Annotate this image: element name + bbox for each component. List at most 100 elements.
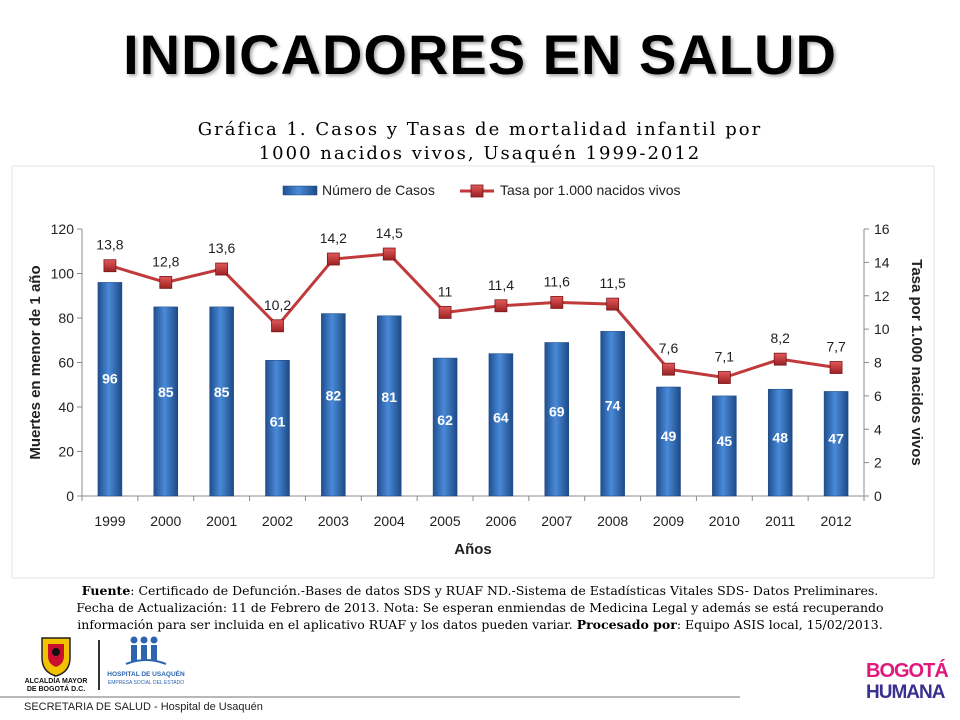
y2-tick-label: 16 bbox=[874, 221, 890, 237]
bar-2002 bbox=[265, 360, 290, 497]
bar-value-label: 69 bbox=[549, 404, 565, 420]
legend: Número de Casos Tasa por 1.000 nacidos vi… bbox=[282, 182, 681, 198]
logo-divider bbox=[98, 640, 100, 690]
rate-marker-1999 bbox=[103, 259, 117, 273]
y2-tick-label: 2 bbox=[874, 455, 882, 471]
x-tick-label: 2009 bbox=[653, 513, 684, 529]
note-line2: Fecha de Actualización: 11 de Febrero de… bbox=[76, 600, 884, 615]
rate-marker-2012 bbox=[829, 361, 843, 374]
rate-value-label: 13,8 bbox=[96, 237, 123, 253]
x-tick-label: 2007 bbox=[541, 513, 572, 529]
alcaldia-logo: ALCALDÍA MAYOR DE BOGOTÁ D.C. bbox=[25, 637, 88, 692]
bar-2001 bbox=[209, 306, 234, 497]
rate-marker-2003 bbox=[326, 252, 340, 266]
source-note: Fuente: Certificado de Defunción.-Bases … bbox=[20, 582, 940, 633]
rate-marker-2000 bbox=[159, 275, 173, 289]
bar-2003 bbox=[321, 313, 346, 497]
rate-value-label: 10,2 bbox=[264, 297, 291, 313]
rate-value-label: 11,6 bbox=[544, 273, 570, 289]
x-tick-label: 2011 bbox=[765, 513, 795, 529]
bogota-line1: BOGOTÁ bbox=[866, 659, 948, 682]
y2-axis-title: Tasa por 1.000 nacidos vivos bbox=[908, 259, 925, 465]
rate-marker-2007 bbox=[550, 296, 564, 309]
bar-1999 bbox=[97, 282, 123, 497]
rate-marker-2002 bbox=[271, 319, 284, 333]
bar-value-label: 81 bbox=[381, 389, 397, 405]
y-tick-label: 20 bbox=[58, 444, 74, 460]
bar-2008 bbox=[600, 331, 625, 497]
legend-swatch-bar bbox=[282, 185, 318, 196]
rate-value-label: 14,2 bbox=[320, 230, 347, 246]
rate-value-label: 14,5 bbox=[376, 225, 403, 241]
bar-value-label: 74 bbox=[605, 397, 621, 413]
rate-marker-2006 bbox=[494, 299, 508, 313]
bar-value-label: 64 bbox=[493, 410, 509, 426]
bar-value-label: 49 bbox=[661, 428, 677, 444]
bar-value-label: 85 bbox=[214, 384, 230, 400]
x-tick-label: 2005 bbox=[429, 513, 460, 529]
rate-value-label: 8,2 bbox=[770, 330, 790, 346]
bar-2007 bbox=[544, 342, 570, 497]
rate-marker-2010 bbox=[717, 371, 731, 384]
rate-marker-2011 bbox=[773, 352, 787, 366]
rate-value-label: 11,5 bbox=[600, 275, 626, 291]
note-line3a: información para ser incluida en el apli… bbox=[77, 617, 577, 632]
bar-2010 bbox=[712, 395, 737, 497]
footer-divider bbox=[0, 696, 740, 698]
slide-title: INDICADORES EN SALUD bbox=[123, 23, 837, 86]
rate-marker-2009 bbox=[662, 362, 675, 376]
rate-value-label: 7,1 bbox=[715, 349, 735, 365]
y-tick-label: 100 bbox=[51, 266, 75, 282]
bar-value-label: 61 bbox=[270, 413, 286, 429]
y2-tick-label: 14 bbox=[874, 254, 890, 270]
bar-2009 bbox=[656, 386, 681, 497]
y2-tick-label: 8 bbox=[874, 355, 882, 371]
note-line3b: : Equipo ASIS local, 15/02/2013. bbox=[676, 617, 883, 632]
alcaldia-line1: ALCALDÍA MAYOR bbox=[25, 676, 88, 685]
rate-value-label: 7,6 bbox=[659, 340, 679, 356]
y-tick-label: 0 bbox=[66, 488, 74, 504]
bar-value-label: 47 bbox=[828, 430, 844, 446]
bar-value-label: 82 bbox=[326, 388, 342, 404]
rate-marker-2001 bbox=[215, 262, 229, 276]
bar-2012 bbox=[823, 391, 849, 497]
bar-2000 bbox=[153, 306, 179, 497]
source-label: Fuente bbox=[81, 583, 131, 598]
bar-value-label: 85 bbox=[158, 384, 174, 400]
bar-2011 bbox=[767, 388, 793, 497]
bogota-line2: HUMANA bbox=[866, 682, 946, 702]
chart-title-line2: 1000 nacidos vivos, Usaquén 1999-2012 bbox=[258, 143, 702, 164]
y-axis-title: Muertes en menor de 1 año bbox=[27, 265, 44, 459]
y2-tick-label: 12 bbox=[874, 288, 890, 304]
bar-2004 bbox=[376, 315, 402, 497]
y-tick-label: 40 bbox=[58, 399, 74, 415]
rate-value-label: 13,6 bbox=[208, 240, 235, 256]
x-tick-label: 2001 bbox=[206, 513, 237, 529]
y-tick-label: 60 bbox=[58, 355, 74, 371]
rate-value-label: 11 bbox=[438, 283, 453, 299]
rate-line bbox=[109, 252, 837, 380]
y-tick-label: 120 bbox=[51, 221, 75, 237]
rate-marker-2004 bbox=[382, 247, 396, 261]
rate-value-label: 11,4 bbox=[488, 277, 514, 293]
bar-value-label: 48 bbox=[772, 429, 788, 445]
x-tick-label: 2002 bbox=[262, 513, 293, 529]
rate-marker-2005 bbox=[438, 306, 452, 319]
rate-value-label: 7,7 bbox=[826, 339, 846, 355]
bar-value-label: 96 bbox=[102, 371, 118, 387]
y2-tick-label: 0 bbox=[874, 488, 882, 504]
x-tick-label: 2008 bbox=[597, 513, 628, 529]
bar-value-label: 45 bbox=[717, 433, 733, 449]
chart-title: Gráfica 1. Casos y Tasas de mortalidad i… bbox=[120, 118, 840, 166]
hospital-line2: EMPRESA SOCIAL DEL ESTADO bbox=[108, 680, 184, 686]
y2-tick-label: 6 bbox=[874, 388, 882, 404]
rate-marker-2008 bbox=[606, 297, 620, 311]
legend-label-line: Tasa por 1.000 nacidos vivos bbox=[500, 182, 681, 198]
y-tick-label: 80 bbox=[58, 310, 74, 326]
x-tick-label: 2003 bbox=[318, 513, 349, 529]
hospital-figures-icon bbox=[125, 636, 167, 665]
x-tick-label: 1999 bbox=[94, 513, 125, 529]
bar-2005 bbox=[432, 357, 458, 497]
x-tick-label: 2012 bbox=[820, 513, 851, 529]
